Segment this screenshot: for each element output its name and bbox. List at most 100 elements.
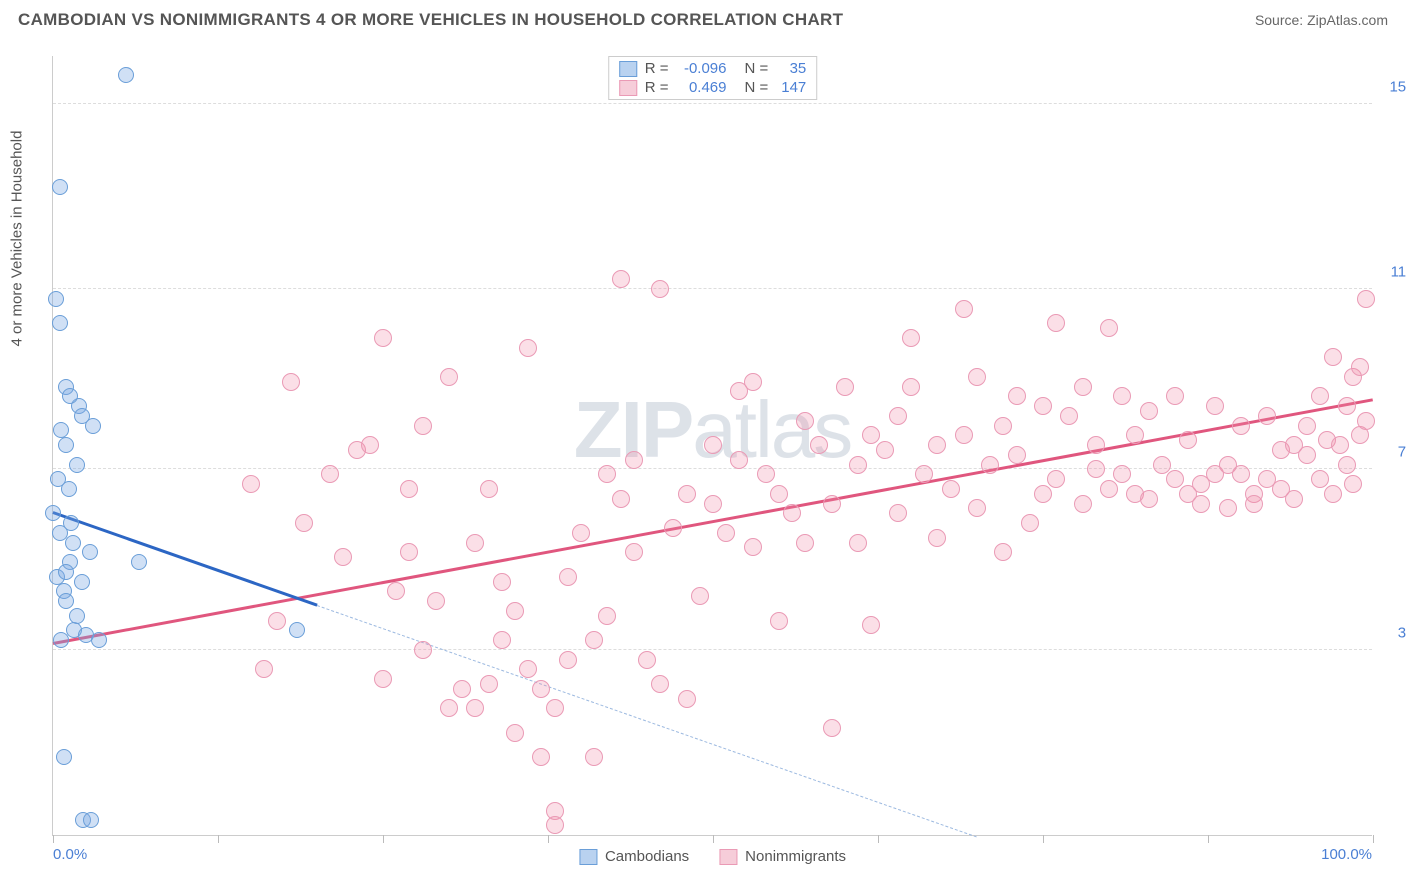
data-point: [810, 436, 828, 454]
data-point: [321, 465, 339, 483]
stats-box: R =-0.096N =35R =0.469N =147: [608, 56, 818, 100]
data-point: [1166, 470, 1184, 488]
data-point: [704, 495, 722, 513]
data-point: [796, 534, 814, 552]
data-point: [981, 456, 999, 474]
legend-swatch: [579, 849, 597, 865]
data-point: [598, 465, 616, 483]
data-point: [928, 529, 946, 547]
y-tick-label: 7.5%: [1398, 444, 1406, 461]
legend: CambodiansNonimmigrants: [579, 848, 846, 865]
data-point: [45, 505, 61, 521]
data-point: [74, 574, 90, 590]
data-point: [1087, 436, 1105, 454]
data-point: [1258, 407, 1276, 425]
data-point: [289, 622, 305, 638]
data-point: [58, 437, 74, 453]
y-tick-label: 11.2%: [1391, 264, 1406, 281]
data-point: [414, 417, 432, 435]
data-point: [902, 378, 920, 396]
stats-row: R =0.469N =147: [609, 78, 817, 97]
data-point: [1298, 446, 1316, 464]
x-axis-max-label: 100.0%: [1321, 846, 1372, 863]
data-point: [770, 485, 788, 503]
data-point: [559, 651, 577, 669]
data-point: [53, 632, 69, 648]
data-point: [625, 451, 643, 469]
data-point: [1219, 499, 1237, 517]
data-point: [466, 699, 484, 717]
data-point: [282, 373, 300, 391]
data-point: [757, 465, 775, 483]
scatter-chart: ZIPatlas 4 or more Vehicles in Household…: [52, 56, 1372, 836]
data-point: [85, 418, 101, 434]
data-point: [849, 534, 867, 552]
x-tick: [878, 835, 879, 843]
data-point: [598, 607, 616, 625]
data-point: [480, 480, 498, 498]
x-tick: [713, 835, 714, 843]
data-point: [1008, 387, 1026, 405]
data-point: [1206, 397, 1224, 415]
data-point: [519, 660, 537, 678]
data-point: [453, 680, 471, 698]
data-point: [532, 680, 550, 698]
data-point: [625, 543, 643, 561]
data-point: [1166, 387, 1184, 405]
data-point: [374, 329, 392, 347]
y-tick-label: 3.8%: [1398, 624, 1406, 641]
x-tick: [218, 835, 219, 843]
data-point: [1351, 358, 1369, 376]
data-point: [440, 368, 458, 386]
data-point: [823, 495, 841, 513]
data-point: [1034, 397, 1052, 415]
data-point: [717, 524, 735, 542]
data-point: [374, 670, 392, 688]
data-point: [1232, 417, 1250, 435]
data-point: [1357, 412, 1375, 430]
data-point: [52, 179, 68, 195]
x-tick: [383, 835, 384, 843]
x-tick: [548, 835, 549, 843]
data-point: [118, 67, 134, 83]
legend-swatch: [619, 80, 637, 96]
data-point: [968, 499, 986, 517]
data-point: [955, 300, 973, 318]
data-point: [651, 675, 669, 693]
data-point: [796, 412, 814, 430]
r-label: R =: [645, 60, 669, 77]
data-point: [1113, 387, 1131, 405]
data-point: [612, 270, 630, 288]
data-point: [63, 515, 79, 531]
data-point: [493, 631, 511, 649]
data-point: [1311, 387, 1329, 405]
data-point: [585, 631, 603, 649]
data-point: [744, 538, 762, 556]
data-point: [91, 632, 107, 648]
r-value: -0.096: [677, 60, 727, 77]
data-point: [955, 426, 973, 444]
x-tick: [53, 835, 54, 843]
data-point: [1192, 495, 1210, 513]
legend-item: Cambodians: [579, 848, 689, 865]
gridline: [53, 649, 1372, 650]
data-point: [387, 582, 405, 600]
data-point: [69, 608, 85, 624]
gridline: [53, 288, 1372, 289]
data-point: [678, 690, 696, 708]
data-point: [1338, 456, 1356, 474]
data-point: [62, 388, 78, 404]
trend-line: [317, 605, 977, 838]
data-point: [1008, 446, 1026, 464]
data-point: [506, 724, 524, 742]
data-point: [50, 471, 66, 487]
data-point: [849, 456, 867, 474]
data-point: [994, 543, 1012, 561]
data-point: [1100, 319, 1118, 337]
data-point: [942, 480, 960, 498]
data-point: [1344, 475, 1362, 493]
x-tick: [1043, 835, 1044, 843]
data-point: [1232, 465, 1250, 483]
data-point: [1298, 417, 1316, 435]
data-point: [889, 407, 907, 425]
